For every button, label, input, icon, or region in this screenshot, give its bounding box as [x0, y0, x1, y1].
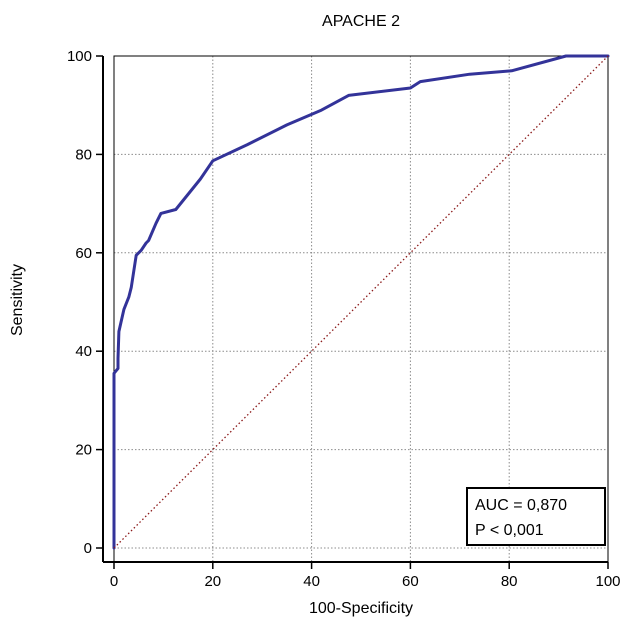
series-layer [112, 54, 610, 550]
y-tick-label-3: 60 [75, 245, 92, 262]
roc-curve-line [112, 54, 610, 550]
stats-box: AUC = 0,870 P < 0,001 [466, 487, 606, 546]
x-tick-label-3: 60 [402, 573, 419, 590]
y-ticks: 0 20 40 60 80 100 [67, 48, 103, 557]
y-tick-label-4: 80 [75, 146, 92, 163]
grid-lines [114, 56, 608, 562]
y-axis-title: Sensitivity [9, 264, 26, 336]
y-tick-label-1: 20 [75, 442, 92, 459]
stats-box-frame [466, 487, 606, 546]
x-tick-label-1: 20 [204, 573, 221, 590]
y-tick-label-0: 0 [84, 540, 92, 557]
plot-frame [113, 55, 609, 563]
x-tick-label-0: 0 [110, 573, 118, 590]
x-axis-title: 100-Specificity [309, 600, 413, 617]
y-tick-label-5: 100 [67, 48, 92, 65]
x-tick-label-5: 100 [595, 573, 620, 590]
chart-title: APACHE 2 [322, 13, 400, 30]
x-tick-label-4: 80 [501, 573, 518, 590]
auc-label: AUC = 0,870 [475, 497, 567, 514]
x-ticks: 0 20 40 60 80 100 [110, 562, 621, 590]
p-value-label: P < 0,001 [475, 522, 544, 539]
reference-diagonal-line [113, 55, 609, 549]
x-tick-label-2: 40 [303, 573, 320, 590]
y-tick-label-2: 40 [75, 343, 92, 360]
